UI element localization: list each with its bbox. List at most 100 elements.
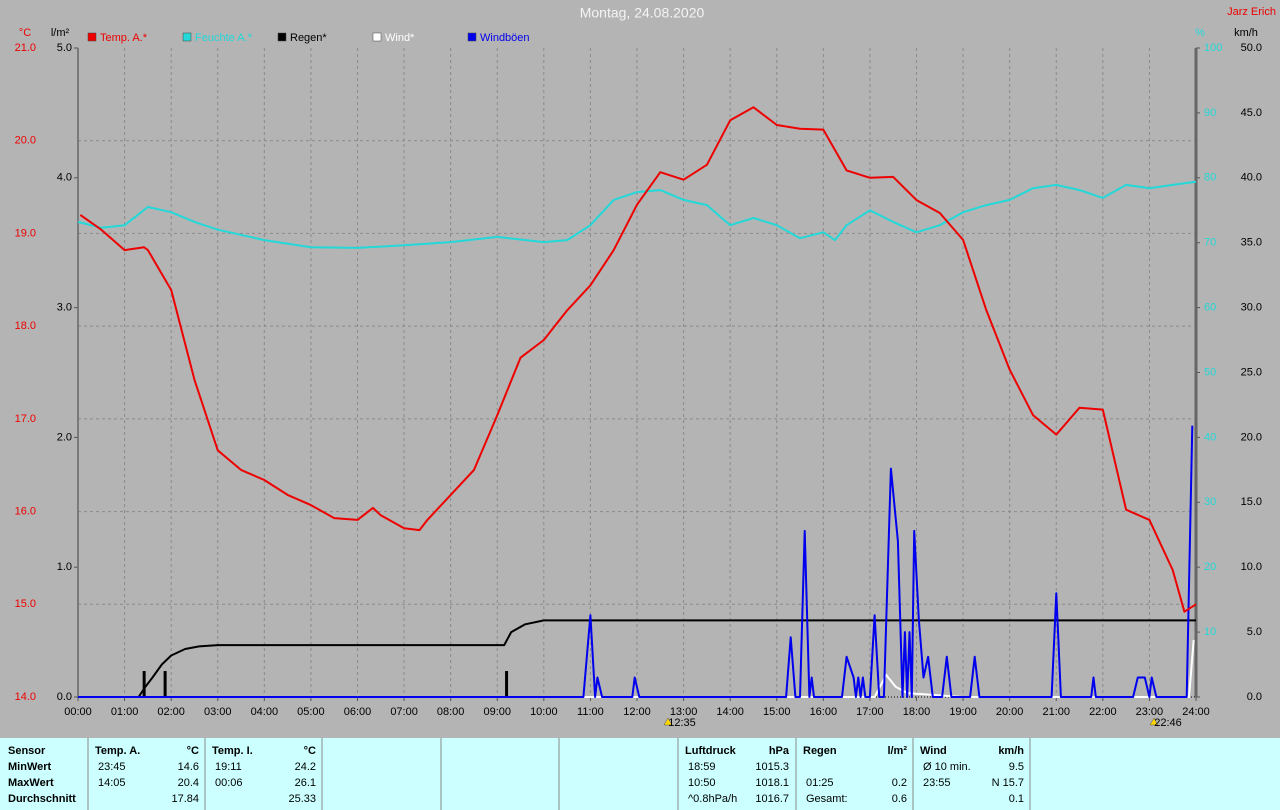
x-tick-label: 13:00 [670, 706, 698, 718]
column-title: Regen [803, 745, 837, 757]
cell-value: 25.33 [288, 793, 316, 805]
sun-marker [1149, 717, 1159, 726]
y2-tick-label: 0.0 [57, 691, 72, 703]
column-unit: °C [187, 745, 199, 757]
x-tick-label: 06:00 [344, 706, 372, 718]
y3-tick-label: 40 [1204, 431, 1216, 443]
x-tick-label: 12:00 [623, 706, 651, 718]
cell-value: 0.1 [1009, 793, 1024, 805]
y3-tick-label: 50 [1204, 366, 1216, 378]
legend-label: Windböen [480, 32, 530, 44]
y-tick-label: 16.0 [15, 505, 36, 517]
cell-label: 14:05 [98, 777, 126, 789]
y3-axis-label: % [1195, 27, 1205, 39]
column-unit: °C [304, 745, 316, 757]
rain-bar [163, 671, 167, 697]
cell-label: 01:25 [806, 777, 834, 789]
x-tick-label: 21:00 [1042, 706, 1070, 718]
x-tick-label: 02:00 [157, 706, 185, 718]
cell-value: 24.2 [295, 761, 316, 773]
cell-value: 0.2 [892, 777, 907, 789]
y4-axis-label: km/h [1234, 27, 1258, 39]
cell-label: 18:59 [688, 761, 716, 773]
legend-label: Feuchte A.* [195, 32, 253, 44]
x-tick-label: 17:00 [856, 706, 884, 718]
x-tick-label: 14:00 [716, 706, 744, 718]
y-tick-label: 21.0 [15, 42, 36, 54]
cell-value: 0.6 [892, 793, 907, 805]
y2-tick-label: 2.0 [57, 431, 72, 443]
cell-value: 20.4 [178, 777, 199, 789]
x-tick-label: 24:00 [1182, 706, 1210, 718]
y4-tick-label: 40.0 [1241, 172, 1262, 184]
x-tick-label: 15:00 [763, 706, 791, 718]
column-title: Wind [920, 745, 947, 757]
y4-tick-label: 30.0 [1241, 302, 1262, 314]
column-title: Temp. I. [212, 745, 253, 757]
cell-label: 23:45 [98, 761, 126, 773]
x-tick-label: 18:00 [903, 706, 931, 718]
x-tick-label: 04:00 [251, 706, 279, 718]
cell-label: 10:50 [688, 777, 716, 789]
y2-axis-label: l/m² [51, 27, 70, 39]
y4-tick-label: 5.0 [1247, 626, 1262, 638]
x-tick-label: 22:00 [1089, 706, 1117, 718]
x-tick-label: 05:00 [297, 706, 325, 718]
annotation: 12:35 [668, 717, 696, 729]
y-tick-label: 20.0 [15, 135, 36, 147]
y3-tick-label: 60 [1204, 302, 1216, 314]
y3-tick-label: 70 [1204, 237, 1216, 249]
cell-label: Ø 10 min. [923, 761, 971, 773]
y4-tick-label: 50.0 [1241, 42, 1262, 54]
x-tick-label: 16:00 [810, 706, 838, 718]
legend-label: Regen* [290, 32, 327, 44]
cell-label: 00:06 [215, 777, 243, 789]
cell-value: 9.5 [1009, 761, 1024, 773]
x-tick-label: 11:00 [577, 706, 604, 718]
legend-swatch [372, 32, 382, 42]
y4-tick-label: 10.0 [1241, 561, 1262, 573]
y4-tick-label: 15.0 [1241, 496, 1262, 508]
x-tick-label: 10:00 [530, 706, 558, 718]
y-tick-label: 19.0 [15, 227, 36, 239]
cell-label: 23:55 [923, 777, 951, 789]
x-tick-label: 00:00 [64, 706, 92, 718]
x-tick-label: 08:00 [437, 706, 465, 718]
x-tick-label: 19:00 [949, 706, 977, 718]
cell-value: 14.6 [178, 761, 199, 773]
cell-label: Gesamt: [806, 793, 848, 805]
column-unit: l/m² [887, 745, 907, 757]
x-tick-label: 03:00 [204, 706, 232, 718]
row-label: MaxWert [8, 777, 54, 789]
y2-tick-label: 5.0 [57, 42, 72, 54]
row-label: Sensor [8, 745, 46, 757]
cell-value: 1018.1 [755, 777, 789, 789]
cell-value: 17.84 [171, 793, 199, 805]
column-title: Temp. A. [95, 745, 140, 757]
annotation: 22:46 [1154, 717, 1182, 729]
y2-tick-label: 4.0 [57, 172, 72, 184]
y-tick-label: 18.0 [15, 320, 36, 332]
y3-tick-label: 80 [1204, 172, 1216, 184]
legend-swatch [87, 32, 97, 42]
y4-tick-label: 0.0 [1247, 691, 1262, 703]
cell-value: N 15.7 [992, 777, 1024, 789]
cell-value: 1015.3 [755, 761, 789, 773]
column-unit: hPa [769, 745, 790, 757]
row-label: MinWert [8, 761, 52, 773]
series-line [79, 106, 1197, 613]
y3-tick-label: 20 [1204, 561, 1216, 573]
x-tick-label: 23:00 [1136, 706, 1164, 718]
x-tick-label: 07:00 [390, 706, 418, 718]
series-line [78, 425, 1194, 698]
y-tick-label: 14.0 [15, 691, 36, 703]
chart-title: Montag, 24.08.2020 [580, 5, 705, 21]
y3-tick-label: 10 [1204, 626, 1216, 638]
column-unit: km/h [998, 745, 1024, 757]
series-line [78, 639, 1195, 698]
cell-label: 19:11 [215, 761, 242, 773]
cell-value: 26.1 [295, 777, 316, 789]
x-tick-label: 09:00 [483, 706, 511, 718]
series-line [78, 619, 1196, 698]
